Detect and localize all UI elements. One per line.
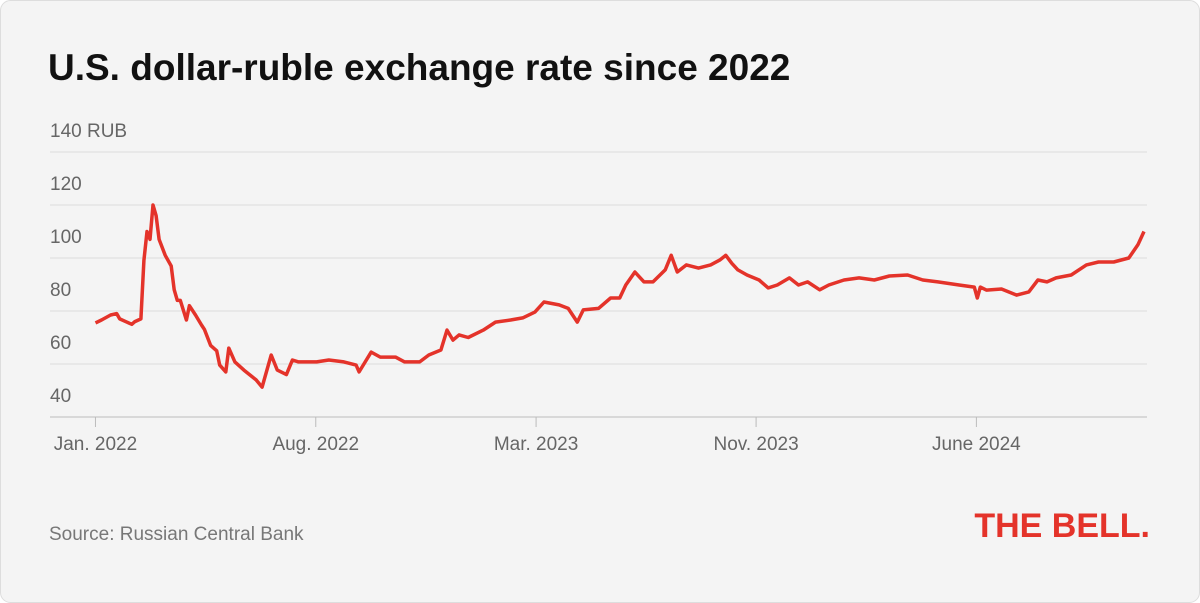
x-tick-label: Nov. 2023 xyxy=(713,434,798,455)
y-tick-label: 100 xyxy=(50,227,82,248)
y-tick-label: 40 xyxy=(50,386,71,407)
source: Source: Russian Central Bank xyxy=(49,524,304,545)
y-tick-label: 60 xyxy=(50,333,71,354)
x-tick-label: Mar. 2023 xyxy=(494,434,579,455)
y-tick-label: 140 RUB xyxy=(50,121,127,142)
line xyxy=(94,203,1146,389)
logo: THE BELL. xyxy=(974,507,1150,545)
y-tick-label: 80 xyxy=(50,280,71,301)
x-tick-label: Aug. 2022 xyxy=(272,434,359,455)
x-tick-label: Jan. 2022 xyxy=(54,434,137,455)
x-tick-label: June 2024 xyxy=(932,434,1021,455)
y-tick-label: 120 xyxy=(50,174,82,195)
chart-title: U.S. dollar-ruble exchange rate since 20… xyxy=(48,47,790,88)
